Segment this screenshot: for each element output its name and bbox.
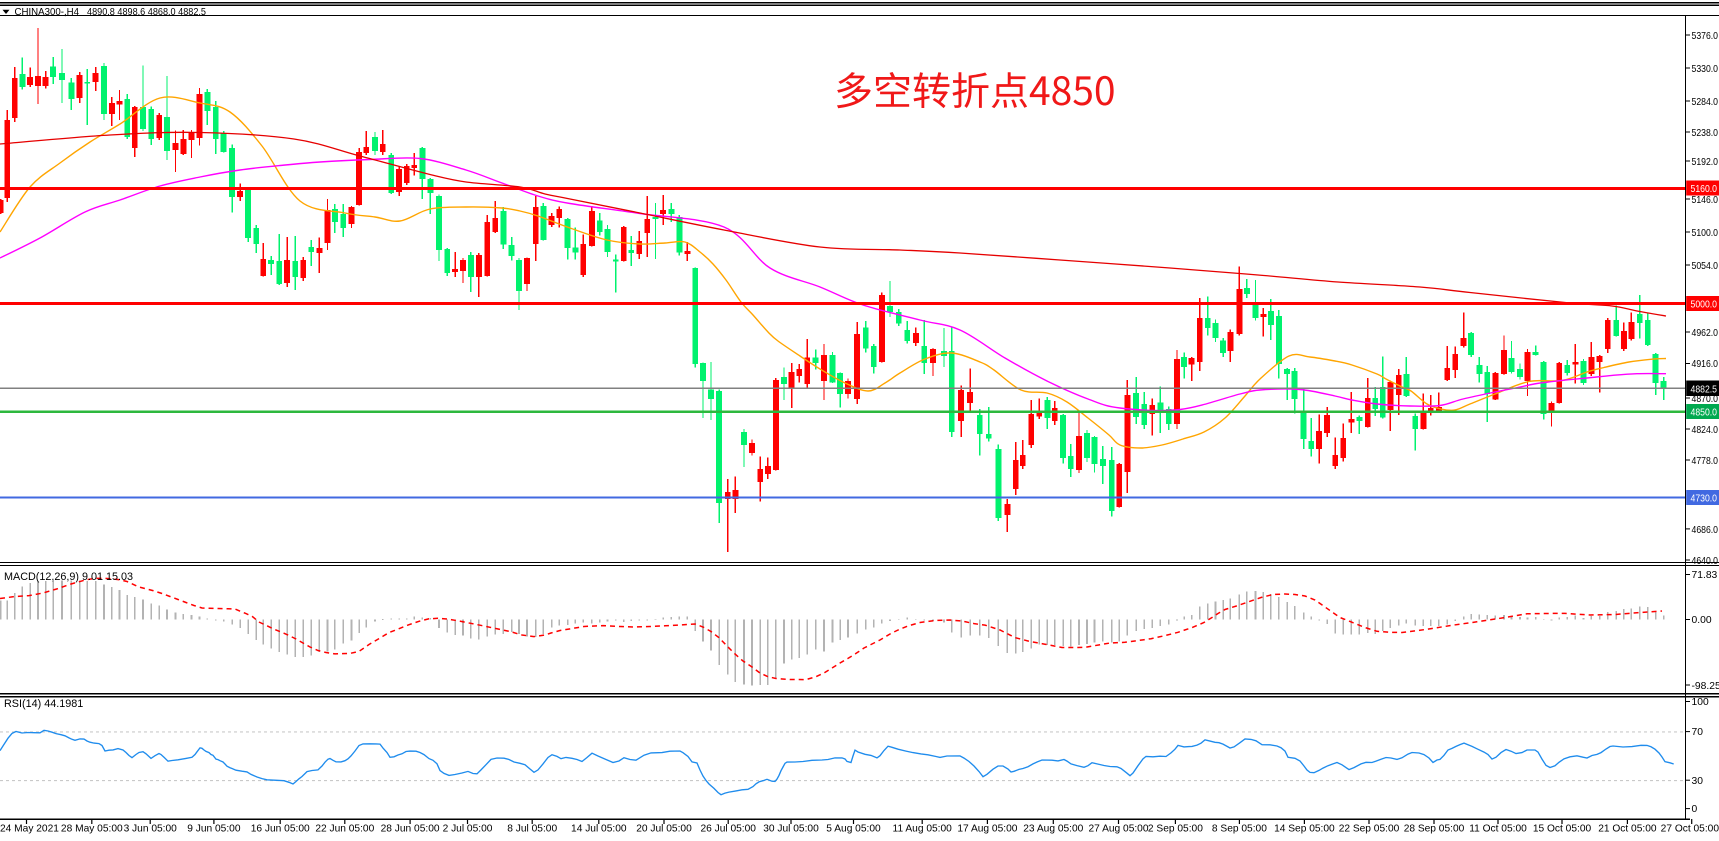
svg-text:5192.0: 5192.0 [1692,157,1719,168]
svg-text:4882.5: 4882.5 [1691,385,1718,396]
svg-text:-98.25: -98.25 [1692,681,1719,692]
svg-text:2 Jul 05:00: 2 Jul 05:00 [443,824,493,835]
svg-text:30 Jul 05:00: 30 Jul 05:00 [763,824,819,835]
svg-text:RSI(14) 44.1981: RSI(14) 44.1981 [4,698,83,710]
svg-text:4916.0: 4916.0 [1692,359,1719,370]
svg-text:4824.0: 4824.0 [1692,425,1719,436]
svg-text:5284.0: 5284.0 [1692,97,1719,108]
svg-text:28 May 05:00: 28 May 05:00 [61,824,123,835]
svg-text:20 Jul 05:00: 20 Jul 05:00 [636,824,692,835]
svg-text:8 Sep 05:00: 8 Sep 05:00 [1212,824,1267,835]
svg-text:14 Sep 05:00: 14 Sep 05:00 [1274,824,1335,835]
svg-text:22 Sep 05:00: 22 Sep 05:00 [1339,824,1400,835]
svg-text:17 Aug 05:00: 17 Aug 05:00 [957,824,1017,835]
svg-text:5000.0: 5000.0 [1691,300,1718,311]
svg-text:100: 100 [1692,697,1709,708]
svg-text:11 Oct 05:00: 11 Oct 05:00 [1469,824,1527,835]
svg-text:4962.0: 4962.0 [1692,328,1719,339]
svg-text:24 May 2021: 24 May 2021 [0,824,59,835]
svg-text:MACD(12,26,9) 9.01 15.03: MACD(12,26,9) 9.01 15.03 [4,571,133,583]
svg-text:4640.0: 4640.0 [1692,556,1719,567]
svg-text:27 Oct 05:00: 27 Oct 05:00 [1661,824,1719,835]
svg-text:28 Sep 05:00: 28 Sep 05:00 [1404,824,1465,835]
svg-text:4850.0: 4850.0 [1691,408,1718,419]
svg-text:14 Jul 05:00: 14 Jul 05:00 [571,824,627,835]
svg-text:21 Oct 05:00: 21 Oct 05:00 [1598,824,1657,835]
svg-text:4778.0: 4778.0 [1692,456,1719,467]
svg-text:15 Oct 05:00: 15 Oct 05:00 [1533,824,1592,835]
svg-text:2 Sep 05:00: 2 Sep 05:00 [1148,824,1203,835]
svg-text:16 Jun 05:00: 16 Jun 05:00 [251,824,310,835]
svg-text:CHINA300-,H4: CHINA300-,H4 [15,6,80,18]
svg-text:4686.0: 4686.0 [1692,525,1719,536]
svg-text:4890.8 4898.6 4868.0 4882.5: 4890.8 4898.6 4868.0 4882.5 [87,6,206,18]
svg-text:0: 0 [1692,804,1698,815]
svg-text:26 Jul 05:00: 26 Jul 05:00 [700,824,756,835]
svg-text:4730.0: 4730.0 [1691,494,1718,505]
svg-text:5054.0: 5054.0 [1692,261,1719,272]
svg-text:8 Jul 05:00: 8 Jul 05:00 [507,824,557,835]
svg-text:22 Jun 05:00: 22 Jun 05:00 [315,824,374,835]
svg-text:71.83: 71.83 [1692,570,1718,581]
svg-text:0.00: 0.00 [1692,615,1712,626]
svg-text:30: 30 [1692,776,1704,787]
svg-text:23 Aug 05:00: 23 Aug 05:00 [1023,824,1083,835]
svg-text:5376.0: 5376.0 [1692,31,1719,42]
svg-text:27 Aug 05:00: 27 Aug 05:00 [1088,824,1148,835]
svg-text:5330.0: 5330.0 [1692,64,1719,75]
svg-text:3 Jun 05:00: 3 Jun 05:00 [124,824,178,835]
svg-text:5 Aug 05:00: 5 Aug 05:00 [826,824,881,835]
svg-text:5100.0: 5100.0 [1692,228,1719,239]
svg-text:28 Jun 05:00: 28 Jun 05:00 [381,824,440,835]
svg-text:11 Aug 05:00: 11 Aug 05:00 [893,824,953,835]
svg-text:70: 70 [1692,727,1704,738]
svg-text:5146.0: 5146.0 [1692,195,1719,206]
svg-text:9 Jun 05:00: 9 Jun 05:00 [187,824,241,835]
svg-text:5238.0: 5238.0 [1692,128,1719,139]
svg-text:5160.0: 5160.0 [1691,184,1718,195]
